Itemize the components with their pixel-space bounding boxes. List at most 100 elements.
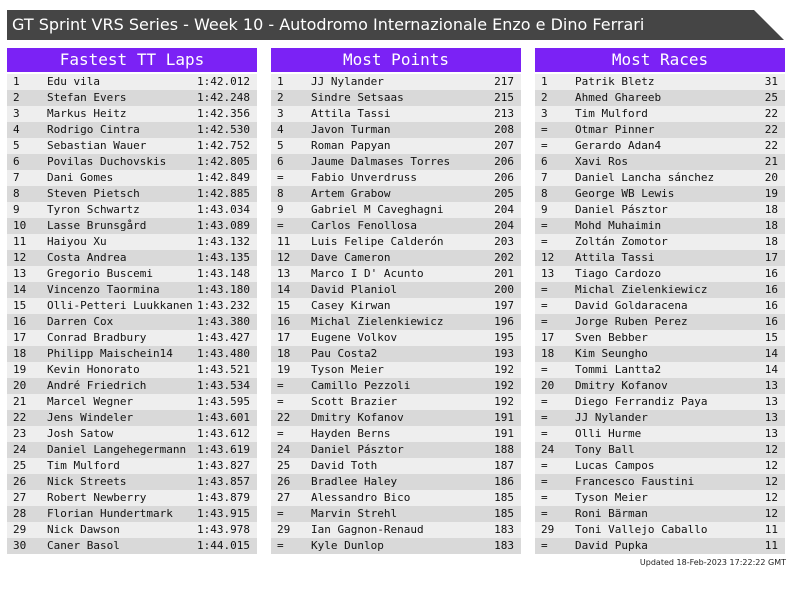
driver-name: Jorge Ruben Perez — [575, 315, 688, 328]
driver-name: Kim Seungho — [575, 347, 648, 360]
driver-name: Bradlee Haley — [311, 475, 398, 488]
value: 1:42.530 — [197, 123, 250, 136]
leaderboard-row: = JJ Nylander 13 — [535, 410, 785, 426]
rank: 9 — [13, 203, 20, 216]
driver-name: Florian Hundertmark — [47, 507, 173, 520]
driver-name: Tyson Meier — [575, 491, 648, 504]
leaderboard-row: 5 Roman Papyan 207 — [271, 138, 521, 154]
driver-name: Markus Heitz — [47, 107, 127, 120]
leaderboard-row: 7 Dani Gomes 1:42.849 — [7, 170, 257, 186]
leaderboard-row: 13 Tiago Cardozo 16 — [535, 266, 785, 282]
driver-name: Lasse Brunsgård — [47, 219, 147, 232]
leaderboard-row: 25 Tim Mulford 1:43.827 — [7, 458, 257, 474]
driver-name: Daniel Pásztor — [575, 203, 668, 216]
leaderboard-row: 30 Caner Basol 1:44.015 — [7, 538, 257, 554]
value: 186 — [494, 475, 514, 488]
value: 12 — [764, 475, 778, 488]
leaderboard-row: 16 Michal Zielenkiewicz 196 — [271, 314, 521, 330]
rank: = — [277, 171, 284, 184]
value: 1:43.148 — [197, 267, 250, 280]
rank: 13 — [541, 267, 555, 280]
leaderboard-row: 8 Steven Pietsch 1:42.885 — [7, 186, 257, 202]
driver-name: Attila Tassi — [311, 107, 391, 120]
rank: 27 — [277, 491, 291, 504]
leaderboard-row: 6 Xavi Ros 21 — [535, 154, 785, 170]
value: 1:43.521 — [197, 363, 250, 376]
rank: = — [541, 219, 548, 232]
driver-name: Tyson Meier — [311, 363, 384, 376]
leaderboard-row: 27 Alessandro Bico 185 — [271, 490, 521, 506]
value: 1:43.380 — [197, 315, 250, 328]
rank: 4 — [13, 123, 20, 136]
driver-name: Sebastian Wauer — [47, 139, 147, 152]
leaderboard-row: 18 Kim Seungho 14 — [535, 346, 785, 362]
board-title: Most Points — [271, 48, 521, 72]
driver-name: Edu vila — [47, 75, 100, 88]
driver-name: Michal Zielenkiewicz — [311, 315, 444, 328]
value: 207 — [494, 139, 514, 152]
value: 1:43.915 — [197, 507, 250, 520]
rank: = — [541, 475, 548, 488]
rank: 9 — [541, 203, 548, 216]
value: 14 — [764, 363, 778, 376]
value: 25 — [764, 91, 778, 104]
driver-name: Gerardo Adan4 — [575, 139, 662, 152]
value: 185 — [494, 491, 514, 504]
rank: 21 — [13, 395, 27, 408]
leaderboard-row: 3 Markus Heitz 1:42.356 — [7, 106, 257, 122]
leaderboard-row: = Diego Ferrandiz Paya 13 — [535, 394, 785, 410]
leaderboard-row: 16 Darren Cox 1:43.380 — [7, 314, 257, 330]
driver-name: Lucas Campos — [575, 459, 655, 472]
value: 183 — [494, 523, 514, 536]
driver-name: Tony Ball — [575, 443, 635, 456]
value: 12 — [764, 507, 778, 520]
value: 1:43.135 — [197, 251, 250, 264]
value: 21 — [764, 155, 778, 168]
value: 1:43.180 — [197, 283, 250, 296]
leaderboard-row: = Michal Zielenkiewicz 16 — [535, 282, 785, 298]
leaderboard-row: 1 Patrik Bletz 31 — [535, 74, 785, 90]
leaderboard-row: = Lucas Campos 12 — [535, 458, 785, 474]
rank: 9 — [277, 203, 284, 216]
rank: 8 — [541, 187, 548, 200]
driver-name: Kevin Honorato — [47, 363, 140, 376]
value: 19 — [764, 187, 778, 200]
leaderboard-row: = Camillo Pezzoli 192 — [271, 378, 521, 394]
leaderboard-row: 1 JJ Nylander 217 — [271, 74, 521, 90]
rank: 14 — [277, 283, 291, 296]
driver-name: Ahmed Ghareeb — [575, 91, 662, 104]
value: 204 — [494, 203, 514, 216]
rank: 6 — [277, 155, 284, 168]
leaderboard-row: 28 Florian Hundertmark 1:43.915 — [7, 506, 257, 522]
rank: 2 — [541, 91, 548, 104]
value: 22 — [764, 139, 778, 152]
value: 1:42.849 — [197, 171, 250, 184]
driver-name: Josh Satow — [47, 427, 114, 440]
leaderboard-row: 24 Daniel Pásztor 188 — [271, 442, 521, 458]
value: 197 — [494, 299, 514, 312]
value: 11 — [764, 523, 778, 536]
rank: 15 — [277, 299, 291, 312]
rank: 22 — [277, 411, 291, 424]
leaderboard-row: 26 Nick Streets 1:43.857 — [7, 474, 257, 490]
value: 192 — [494, 379, 514, 392]
driver-name: Attila Tassi — [575, 251, 655, 264]
updated-time: Updated 18-Feb-2023 17:22:22 GMT — [639, 558, 786, 567]
leaderboard-row: 10 Lasse Brunsgård 1:43.089 — [7, 218, 257, 234]
value: 20 — [764, 171, 778, 184]
driver-name: Daniel Lancha sánchez — [575, 171, 715, 184]
driver-name: Olli Hurme — [575, 427, 642, 440]
driver-name: Tim Mulford — [575, 107, 648, 120]
value: 15 — [764, 331, 778, 344]
rank: 2 — [277, 91, 284, 104]
driver-name: Carlos Fenollosa — [311, 219, 417, 232]
driver-name: Zoltán Zomotor — [575, 235, 668, 248]
driver-name: David Planiol — [311, 283, 398, 296]
leaderboard-row: = David Pupka 11 — [535, 538, 785, 554]
driver-name: Nick Streets — [47, 475, 127, 488]
leaderboard-row: = Otmar Pinner 22 — [535, 122, 785, 138]
leaderboard-row: 12 Costa Andrea 1:43.135 — [7, 250, 257, 266]
leaderboard-row: = Zoltán Zomotor 18 — [535, 234, 785, 250]
value: 1:43.480 — [197, 347, 250, 360]
driver-name: Xavi Ros — [575, 155, 628, 168]
